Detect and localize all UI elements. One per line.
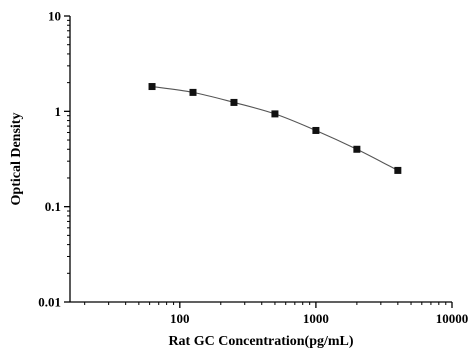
y-tick-label: 10: [48, 9, 61, 24]
data-point: [312, 126, 320, 134]
data-point: [394, 166, 402, 174]
y-tick-label: 1: [55, 104, 62, 119]
x-axis-ticks: 100 1000 10000: [84, 302, 469, 326]
data-point: [271, 110, 279, 118]
y-tick-label: 0.01: [38, 295, 61, 310]
series-layer: [148, 83, 402, 174]
data-point: [189, 88, 197, 96]
x-tick-label: 1000: [303, 311, 329, 326]
data-point: [353, 145, 361, 153]
y-axis-ticks: 0.01 0.1 1 10: [38, 9, 70, 310]
x-axis-title: Rat GC Concentration(pg/mL): [168, 334, 353, 349]
data-point: [230, 98, 238, 106]
x-tick-label: 100: [170, 311, 190, 326]
x-tick-label: 10000: [436, 311, 469, 326]
axes: [69, 16, 452, 303]
data-point: [148, 83, 156, 91]
series-line: [151, 85, 399, 171]
y-axis-title: Optical Density: [9, 113, 24, 206]
y-tick-label: 0.1: [45, 199, 61, 214]
